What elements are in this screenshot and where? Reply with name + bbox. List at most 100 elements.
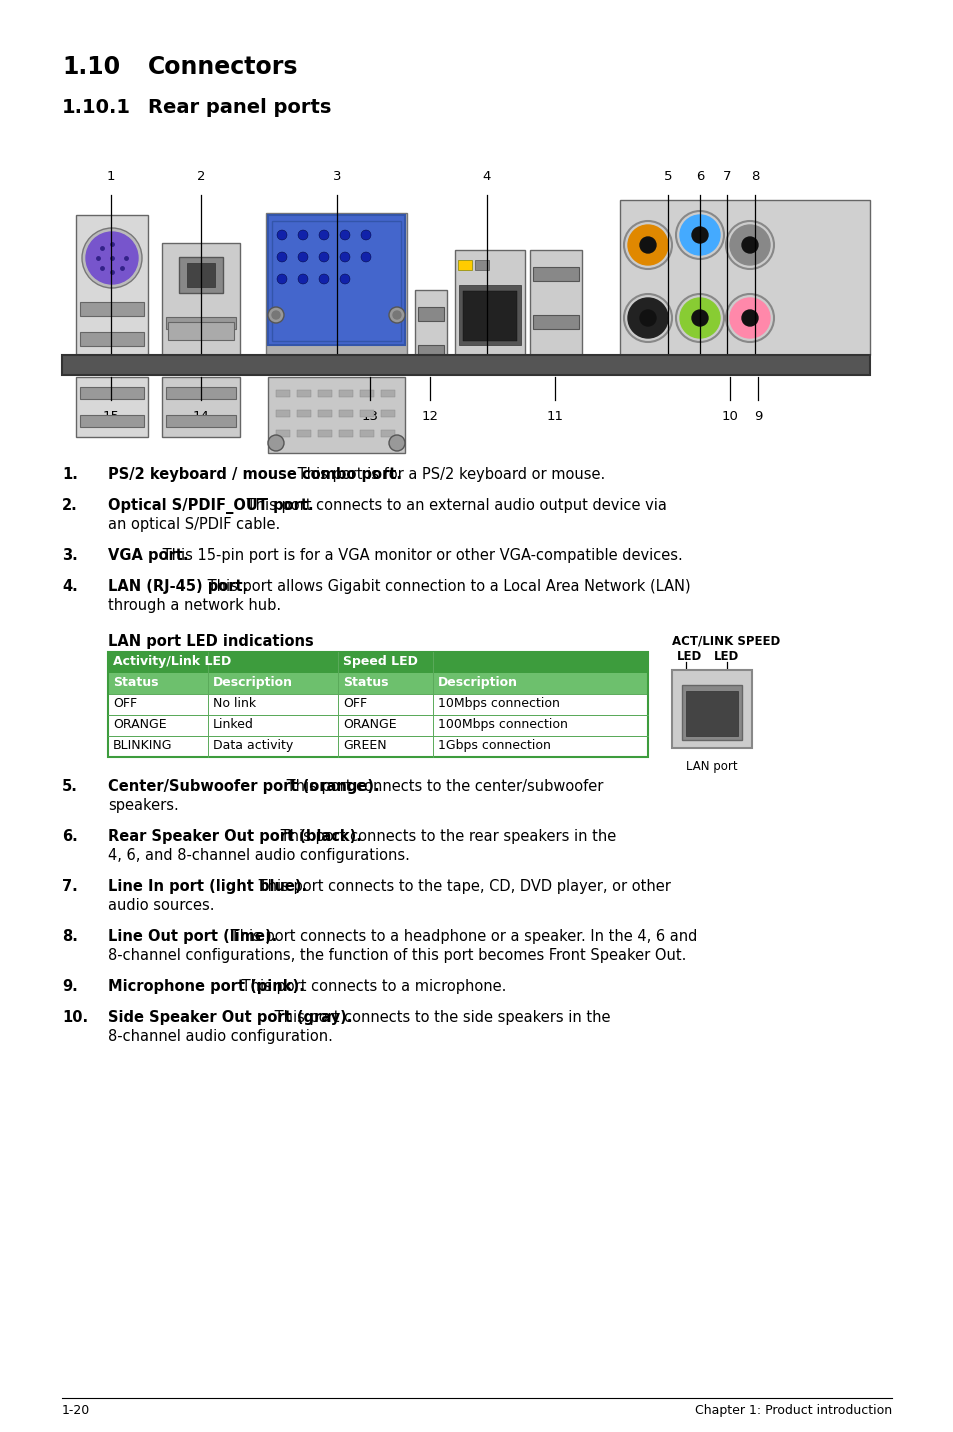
Text: ORANGE: ORANGE	[343, 717, 396, 730]
Circle shape	[276, 252, 287, 262]
Text: Side Speaker Out port (gray).: Side Speaker Out port (gray).	[108, 1010, 352, 1025]
Text: This port connects to the center/subwoofer: This port connects to the center/subwoof…	[281, 779, 602, 793]
Text: 1: 1	[107, 170, 115, 183]
Text: PS/2 keyboard / mouse combo port.: PS/2 keyboard / mouse combo port.	[108, 467, 401, 483]
Text: speakers.: speakers.	[108, 798, 178, 813]
Text: 9.: 9.	[62, 979, 77, 994]
Circle shape	[318, 231, 329, 241]
Text: This port is for a PS/2 keyboard or mouse.: This port is for a PS/2 keyboard or mous…	[293, 467, 604, 483]
Text: 1Gbps connection: 1Gbps connection	[437, 739, 550, 752]
FancyBboxPatch shape	[296, 410, 311, 417]
FancyBboxPatch shape	[455, 251, 524, 355]
FancyBboxPatch shape	[80, 415, 144, 427]
Text: 9: 9	[753, 410, 761, 422]
FancyBboxPatch shape	[76, 215, 148, 355]
FancyBboxPatch shape	[338, 390, 353, 397]
Circle shape	[627, 225, 667, 265]
Text: LAN port LED indications: LAN port LED indications	[108, 634, 314, 649]
Circle shape	[268, 306, 284, 324]
FancyBboxPatch shape	[80, 302, 144, 316]
Text: 2: 2	[196, 170, 205, 183]
Circle shape	[725, 294, 773, 342]
Circle shape	[676, 294, 723, 342]
Text: LED: LED	[713, 650, 739, 663]
Text: 5.: 5.	[62, 779, 78, 793]
FancyBboxPatch shape	[533, 315, 578, 329]
FancyBboxPatch shape	[417, 306, 443, 321]
FancyBboxPatch shape	[266, 213, 407, 355]
FancyBboxPatch shape	[162, 377, 240, 437]
Text: This port connects to a microphone.: This port connects to a microphone.	[236, 979, 506, 994]
FancyBboxPatch shape	[417, 345, 443, 359]
Text: This port connects to the side speakers in the: This port connects to the side speakers …	[270, 1010, 610, 1025]
Circle shape	[360, 252, 371, 262]
Text: 12: 12	[421, 410, 438, 422]
Text: Line Out port (lime).: Line Out port (lime).	[108, 929, 277, 944]
Text: VGA port.: VGA port.	[108, 548, 189, 563]
Text: This port connects to a headphone or a speaker. In the 4, 6 and: This port connects to a headphone or a s…	[225, 929, 697, 944]
Text: Microphone port (pink).: Microphone port (pink).	[108, 979, 304, 994]
Text: 7.: 7.	[62, 879, 77, 894]
Text: 10Mbps connection: 10Mbps connection	[437, 697, 559, 710]
Text: ORANGE: ORANGE	[112, 717, 167, 730]
Text: an optical S/PDIF cable.: an optical S/PDIF cable.	[108, 517, 280, 533]
FancyBboxPatch shape	[168, 322, 233, 339]
FancyBboxPatch shape	[80, 332, 144, 347]
Circle shape	[339, 231, 350, 241]
Circle shape	[639, 238, 656, 253]
Text: This port connects to the tape, CD, DVD player, or other: This port connects to the tape, CD, DVD …	[253, 879, 670, 894]
Circle shape	[339, 274, 350, 284]
Text: LED: LED	[677, 650, 701, 663]
FancyBboxPatch shape	[275, 390, 290, 397]
Text: 1-20: 1-20	[62, 1403, 91, 1418]
Circle shape	[627, 298, 667, 338]
Circle shape	[276, 231, 287, 241]
FancyBboxPatch shape	[108, 715, 647, 736]
Text: 6.: 6.	[62, 829, 77, 843]
Text: 5: 5	[663, 170, 672, 183]
Text: 8-channel configurations, the function of this port becomes Front Speaker Out.: 8-channel configurations, the function o…	[108, 948, 685, 962]
FancyBboxPatch shape	[359, 390, 374, 397]
Text: 4.: 4.	[62, 579, 77, 594]
FancyBboxPatch shape	[275, 410, 290, 417]
FancyBboxPatch shape	[671, 670, 751, 748]
Text: Status: Status	[343, 676, 388, 689]
FancyBboxPatch shape	[76, 377, 148, 437]
Text: Rear Speaker Out port (black).: Rear Speaker Out port (black).	[108, 829, 361, 843]
FancyBboxPatch shape	[62, 355, 869, 375]
FancyBboxPatch shape	[187, 263, 214, 286]
Text: 1.10: 1.10	[62, 54, 120, 79]
Circle shape	[86, 232, 138, 284]
Text: Speed LED: Speed LED	[343, 654, 417, 667]
Circle shape	[297, 252, 308, 262]
Circle shape	[276, 274, 287, 284]
Circle shape	[639, 309, 656, 326]
Text: LAN port: LAN port	[685, 760, 737, 773]
Text: 2.: 2.	[62, 498, 77, 513]
FancyBboxPatch shape	[458, 285, 520, 345]
FancyBboxPatch shape	[359, 430, 374, 437]
FancyBboxPatch shape	[338, 410, 353, 417]
Text: 4, 6, and 8-channel audio configurations.: 4, 6, and 8-channel audio configurations…	[108, 848, 410, 863]
Text: through a network hub.: through a network hub.	[108, 599, 281, 613]
FancyBboxPatch shape	[296, 430, 311, 437]
FancyBboxPatch shape	[266, 355, 407, 367]
Circle shape	[318, 274, 329, 284]
FancyBboxPatch shape	[179, 256, 223, 294]
FancyBboxPatch shape	[475, 261, 489, 271]
Text: 1.: 1.	[62, 467, 78, 483]
Text: 8.: 8.	[62, 929, 78, 944]
FancyBboxPatch shape	[317, 410, 332, 417]
Text: 6: 6	[695, 170, 703, 183]
Text: This port connects to the rear speakers in the: This port connects to the rear speakers …	[275, 829, 616, 843]
FancyBboxPatch shape	[359, 410, 374, 417]
Circle shape	[741, 309, 758, 326]
Text: Rear panel ports: Rear panel ports	[148, 97, 331, 117]
FancyBboxPatch shape	[108, 652, 647, 673]
Text: 10.: 10.	[62, 1010, 88, 1025]
Circle shape	[389, 306, 405, 324]
FancyBboxPatch shape	[380, 410, 395, 417]
Text: LAN (RJ-45) port.: LAN (RJ-45) port.	[108, 579, 248, 594]
FancyBboxPatch shape	[380, 390, 395, 397]
Text: 14: 14	[193, 410, 210, 422]
